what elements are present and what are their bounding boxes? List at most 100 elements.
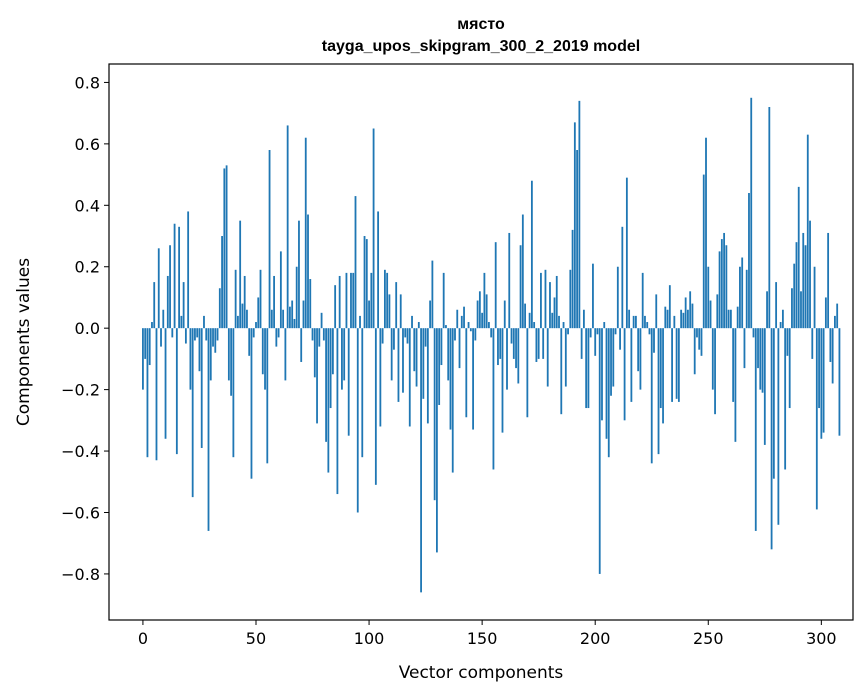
bar-34: [218, 288, 221, 329]
bar-246: [698, 328, 701, 350]
bar-35: [221, 236, 223, 329]
bar-307: [836, 303, 839, 329]
bar-193: [578, 100, 581, 329]
bar-167: [519, 245, 522, 329]
bar-88: [341, 328, 343, 390]
bar-224: [648, 328, 651, 335]
bar-163: [510, 328, 513, 344]
y-tick-label: 0.6: [75, 135, 100, 154]
bar-147: [474, 328, 477, 341]
bar-178: [544, 269, 547, 329]
bar-209: [614, 328, 617, 335]
bar-154: [490, 328, 493, 338]
bar-95: [356, 328, 359, 513]
y-axis-ticks: −0.8 −0.6 −0.4 −0.2 0.0 0.2 0.4 0.6 0.8: [61, 73, 109, 584]
bar-15: [175, 328, 178, 455]
y-tick-label: 0.8: [75, 73, 100, 92]
bar-210: [616, 266, 619, 329]
bar-48: [250, 328, 253, 479]
bar-102: [372, 128, 375, 329]
bar-215: [628, 309, 631, 329]
bar-99: [365, 239, 368, 329]
bar-263: [736, 306, 739, 329]
bar-65: [289, 306, 291, 329]
bar-131: [438, 328, 441, 405]
x-tick-label: 300: [806, 629, 837, 648]
bar-106: [381, 328, 384, 344]
bar-238: [680, 309, 683, 329]
bar-187: [564, 328, 567, 387]
y-tick-label: −0.8: [61, 565, 100, 584]
bar-21: [189, 328, 192, 390]
bar-159: [501, 328, 504, 433]
bar-179: [546, 328, 549, 387]
bar-136: [449, 328, 452, 430]
bar-248: [702, 174, 705, 329]
bar-96: [359, 315, 361, 329]
bar-243: [691, 303, 694, 329]
bar-62: [282, 309, 285, 329]
bar-74: [309, 279, 312, 329]
bar-230: [662, 328, 664, 424]
bar-226: [653, 328, 655, 353]
bar-142: [463, 306, 465, 329]
bar-30: [209, 328, 212, 381]
bar-191: [573, 122, 576, 329]
bar-192: [576, 150, 579, 329]
bar-172: [530, 180, 533, 329]
bar-44: [241, 303, 244, 329]
bar-255: [718, 251, 721, 329]
bar-140: [458, 328, 461, 369]
bar-188: [567, 328, 569, 335]
bar-73: [307, 214, 309, 329]
bar-280: [775, 282, 778, 329]
bar-143: [465, 328, 468, 418]
bar-120: [413, 328, 416, 372]
bar-128: [431, 260, 434, 329]
bar-271: [754, 328, 757, 531]
bar-225: [650, 328, 653, 464]
bar-85: [334, 285, 337, 329]
bar-84: [331, 328, 334, 375]
bar-153: [488, 322, 490, 329]
bar-299: [818, 328, 820, 409]
bar-275: [763, 328, 766, 445]
bar-43: [239, 220, 242, 329]
bar-184: [558, 315, 560, 329]
bar-3: [148, 328, 151, 366]
bar-51: [257, 297, 260, 329]
bar-306: [834, 315, 836, 329]
bar-59: [275, 328, 278, 347]
bar-211: [619, 328, 621, 350]
bar-61: [279, 251, 282, 329]
bar-214: [625, 177, 628, 329]
bar-57: [270, 309, 273, 329]
bar-58: [273, 275, 275, 329]
bar-144: [467, 322, 470, 329]
bar-249: [705, 137, 707, 329]
bar-273: [759, 328, 762, 390]
bar-286: [788, 328, 791, 409]
bar-241: [687, 309, 689, 329]
bar-93: [352, 272, 355, 329]
bar-206: [607, 328, 610, 458]
bar-298: [815, 328, 818, 510]
x-axis-label: Vector components: [399, 663, 564, 683]
bar-101: [370, 272, 373, 329]
bar-182: [553, 297, 556, 329]
bar-111: [393, 328, 395, 350]
bar-52: [259, 269, 262, 329]
bar-208: [612, 328, 615, 387]
bar-119: [411, 315, 413, 329]
bar-125: [424, 328, 427, 347]
bar-5: [153, 282, 156, 329]
bar-72: [304, 137, 307, 329]
bar-104: [377, 211, 380, 329]
bar-282: [779, 322, 782, 329]
bar-82: [327, 328, 330, 473]
bar-207: [610, 328, 612, 396]
bar-171: [528, 312, 531, 329]
bar-7: [157, 248, 160, 329]
bar-190: [571, 229, 574, 329]
